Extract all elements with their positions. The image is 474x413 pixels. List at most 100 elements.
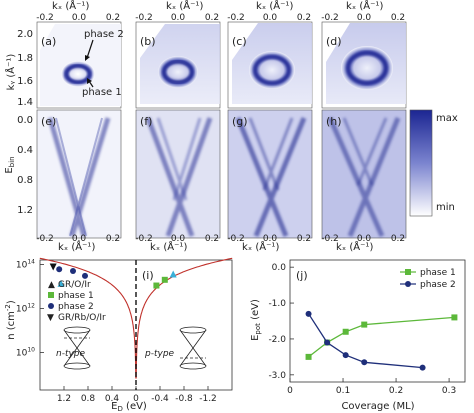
top-axis-labels: kₓ (Å⁻¹) kₓ (Å⁻¹) kₓ (Å⁻¹) kₓ (Å⁻¹) bbox=[52, 0, 383, 12]
legend-phase1: phase 1 bbox=[58, 291, 94, 301]
plot-j: Epot (eV) Coverage (ML) (j) 0.0 -1.0 -2.0 -… bbox=[250, 259, 466, 412]
bottom-axis-label-c: kₓ (Å⁻¹) bbox=[242, 240, 279, 253]
plot-i-letter: (i) bbox=[142, 269, 154, 282]
panel-d: (d) bbox=[321, 21, 407, 109]
ebin-tick-3: 1.2 bbox=[17, 205, 33, 216]
ntype-label: n-type bbox=[56, 349, 86, 359]
plot-i-point-phase1 bbox=[153, 282, 160, 289]
bottom-tick: 0.2 bbox=[391, 234, 405, 244]
top-axis-label-d: kₓ (Å⁻¹) bbox=[346, 0, 383, 12]
legend-gr-rb-o-ir: GR/Rb/O/Ir bbox=[58, 313, 106, 323]
plot-i-xticks: 1.2 0.8 0.4 0 -0.4 -0.8 -1.2 bbox=[57, 386, 217, 404]
top-tick: 0.0 bbox=[72, 13, 87, 23]
plot-j-ytick: -1.0 bbox=[268, 299, 286, 309]
ky-tick-2: 1.6 bbox=[17, 76, 33, 87]
plot-j-xtick: 0 bbox=[287, 386, 293, 396]
panel-f: (f) bbox=[135, 109, 221, 239]
annotation-phase1: phase 1 bbox=[82, 87, 122, 98]
plot-i-xtick: -0.8 bbox=[175, 394, 193, 404]
plot-i-point-gr-rb-o-ir bbox=[49, 263, 57, 271]
plot-i-xtick: 1.2 bbox=[57, 394, 71, 404]
bottom-tick-labels: -0.2 0.0 0.2 -0.2 0.0 0.2 -0.2 0.0 0.2 -0.2 0.0 0.2 bbox=[36, 234, 405, 244]
colorbar: max min bbox=[409, 109, 458, 217]
legend-marker-gr-o-ir: ▲ bbox=[48, 280, 55, 290]
plot-i-legend: ▲ GR/O/Ir phase 1 phase 2 ▼ GR/Rb/O/Ir bbox=[47, 280, 106, 323]
plot-j-point-phase2 bbox=[324, 339, 331, 346]
plot-j-point-phase2 bbox=[305, 310, 312, 317]
top-tick: 0.2 bbox=[205, 13, 219, 23]
legend-marker-gr-rb-o-ir: ▼ bbox=[47, 313, 54, 323]
panel-letter-e: (e) bbox=[41, 115, 56, 128]
bottom-tick: 0.0 bbox=[263, 234, 278, 244]
panel-letter-g: (g) bbox=[232, 115, 248, 128]
ebin-tick-0: 0.0 bbox=[17, 115, 33, 126]
top-tick: 0.2 bbox=[391, 13, 405, 23]
plot-j-legend: phase 1 phase 2 bbox=[400, 268, 456, 290]
top-tick: 0.0 bbox=[357, 13, 372, 23]
top-tick: -0.2 bbox=[227, 13, 245, 23]
legend-marker-phase1 bbox=[48, 292, 54, 298]
bottom-axis-labels: kₓ (Å⁻¹) kₓ (Å⁻¹) kₓ (Å⁻¹) kₓ (Å⁻¹) bbox=[58, 240, 373, 253]
ntype-cone: n-type bbox=[56, 326, 91, 370]
ky-tick-3: 1.4 bbox=[17, 97, 33, 108]
bottom-tick: -0.2 bbox=[135, 234, 153, 244]
plot-j-point-phase1 bbox=[305, 353, 312, 360]
bottom-axis-label-b: kₓ (Å⁻¹) bbox=[150, 240, 187, 253]
plot-j-line-phase1 bbox=[308, 316, 455, 358]
panel-b: (b) bbox=[135, 21, 221, 109]
panel-g: (g) bbox=[227, 109, 313, 239]
plot-i-point-gr-o-ir bbox=[57, 279, 65, 287]
top-tick: -0.2 bbox=[135, 13, 153, 23]
plot-i-xtick: 0.4 bbox=[105, 394, 120, 404]
plot-j-xtick: 0.2 bbox=[389, 386, 403, 396]
legend-j-phase1: phase 1 bbox=[420, 268, 456, 278]
plot-j-ytick: -3.0 bbox=[268, 371, 286, 381]
plot-i-point-gr-o-ir bbox=[169, 270, 177, 278]
colorbar-min: min bbox=[436, 202, 455, 213]
legend-marker-phase2 bbox=[48, 303, 54, 309]
bottom-axis-label-a: kₓ (Å⁻¹) bbox=[58, 240, 95, 253]
plot-i-ytick: 1014 bbox=[16, 258, 35, 270]
bottom-tick: -0.2 bbox=[321, 234, 339, 244]
plot-i-xtick: -1.2 bbox=[199, 394, 217, 404]
legend-phase2: phase 2 bbox=[58, 302, 94, 312]
bottom-tick: 0.2 bbox=[106, 234, 120, 244]
plot-j-ytick: -2.0 bbox=[268, 335, 286, 345]
ky-axis: kᵧ (Å⁻¹) 2.0 1.8 1.6 1.4 bbox=[4, 29, 33, 108]
panel-letter-c: (c) bbox=[232, 35, 247, 48]
panel-letter-f: (f) bbox=[140, 115, 152, 128]
plot-i-xtick: -0.4 bbox=[151, 394, 169, 404]
panel-a: (a) phase 2 phase 1 bbox=[36, 21, 124, 109]
legend-j-marker-phase2 bbox=[405, 281, 411, 287]
ptype-label: p-type bbox=[144, 349, 175, 359]
bottom-axis-label-d: kₓ (Å⁻¹) bbox=[336, 240, 373, 253]
plot-j-xticks: 0 0.1 0.2 0.3 bbox=[287, 378, 456, 396]
plot-j-frame bbox=[289, 259, 466, 383]
plot-i-points bbox=[49, 263, 177, 289]
top-tick: -0.2 bbox=[321, 13, 339, 23]
plot-j-point-phase1 bbox=[451, 314, 458, 321]
plot-j-yticks: 0.0 -1.0 -2.0 -3.0 bbox=[268, 263, 294, 381]
plot-i-point-phase2 bbox=[82, 272, 88, 279]
top-axis-label-a: kₓ (Å⁻¹) bbox=[52, 0, 89, 12]
panel-letter-a: (a) bbox=[41, 35, 56, 48]
plot-j-ytick: 0.0 bbox=[272, 263, 287, 273]
plot-j-xtick: 0.3 bbox=[442, 386, 456, 396]
top-tick: 0.2 bbox=[297, 13, 311, 23]
ebin-axis: Ebin 0.0 0.4 0.8 1.2 bbox=[4, 115, 33, 216]
ky-axis-label: kᵧ (Å⁻¹) bbox=[4, 54, 17, 91]
plot-i-xlabel: ED (eV) bbox=[111, 401, 147, 413]
bottom-tick: 0.0 bbox=[357, 234, 372, 244]
plot-i-ytick: 1012 bbox=[16, 302, 35, 314]
top-tick-labels: -0.2 0.0 0.2 -0.2 0.0 0.2 -0.2 0.0 0.2 -0.2 0.0 0.2 bbox=[36, 13, 405, 23]
plot-j-xlabel: Coverage (ML) bbox=[341, 401, 414, 412]
panel-c: (c) bbox=[227, 21, 313, 109]
plot-j-point-phase2 bbox=[419, 364, 426, 371]
panel-e: (e) bbox=[36, 109, 122, 239]
plot-j-point-phase1 bbox=[361, 321, 368, 328]
top-axis-label-b: kₓ (Å⁻¹) bbox=[166, 0, 203, 12]
top-tick: 0.0 bbox=[171, 13, 186, 23]
top-tick: 0.2 bbox=[106, 13, 120, 23]
plot-i-point-phase2 bbox=[70, 268, 76, 275]
legend-j-marker-phase1 bbox=[405, 269, 411, 275]
